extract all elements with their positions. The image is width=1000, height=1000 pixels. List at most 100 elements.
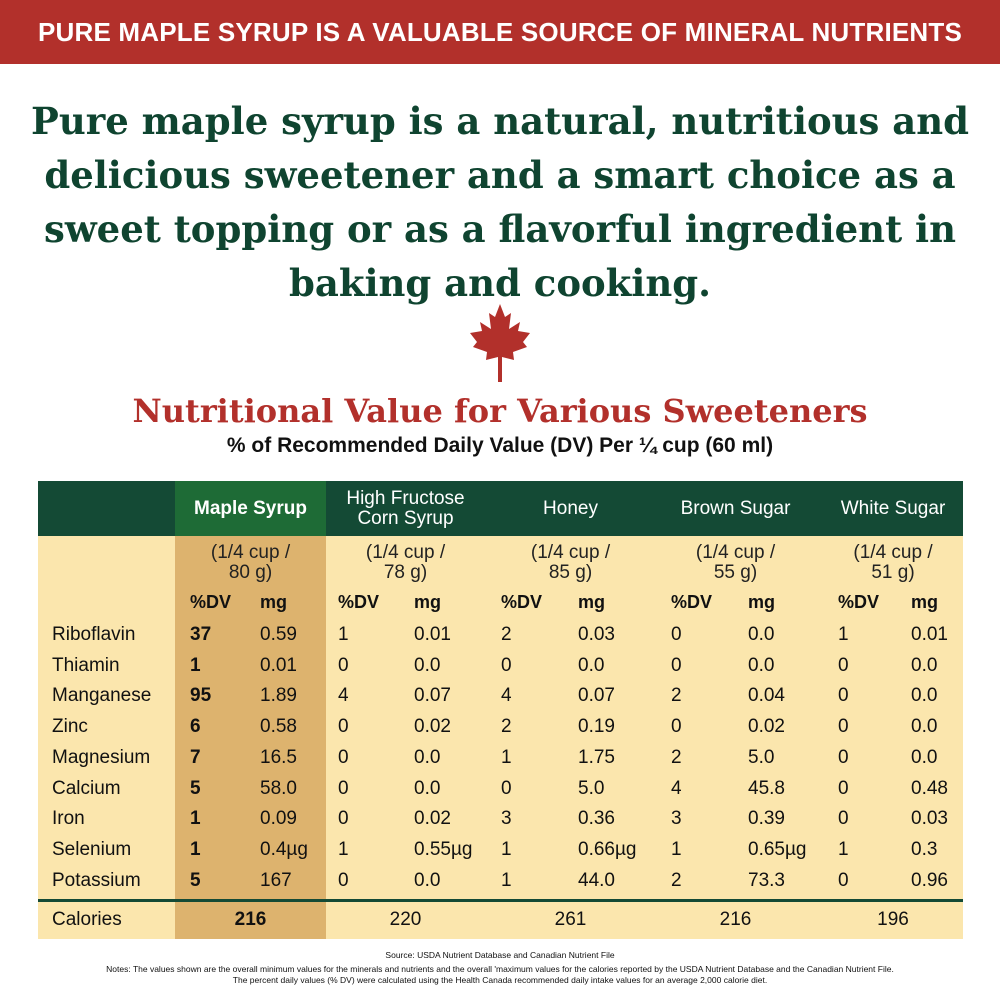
column-header-label: Honey — [543, 497, 598, 519]
cell-dv: 4 — [671, 778, 682, 799]
table-subtitle: % of Recommended Daily Value (DV) Per ¼ … — [226, 434, 774, 457]
cell-mg: 0.09 — [260, 808, 297, 829]
cell-dv: 0 — [838, 870, 849, 891]
nutrient-label: Iron — [52, 808, 85, 829]
serving-line: 55 g) — [713, 562, 758, 583]
nutrient-label: Magnesium — [52, 747, 151, 768]
column-header-label: Brown Sugar — [680, 497, 791, 519]
serving-size-maple: (1/4 cup / 80 g) — [175, 543, 326, 583]
cell-dv: 0 — [501, 655, 512, 676]
unit-mg-hfcs: mg — [414, 592, 441, 612]
cell-dv: 0 — [671, 716, 682, 737]
serving-size-honey: (1/4 cup / 85 g) — [493, 543, 648, 583]
nutrient-label: Calcium — [52, 778, 121, 799]
calories-maple: 216 — [234, 909, 267, 930]
cell-dv: 0 — [338, 870, 349, 891]
maple-column-highlight — [175, 481, 326, 939]
cell-dv: 1 — [338, 624, 349, 645]
cell-dv: 0 — [501, 778, 512, 799]
nutrient-label: Thiamin — [52, 655, 120, 676]
footnotes: Notes: The values shown are the overall … — [10, 964, 990, 986]
cell-mg: 0.0 — [414, 778, 441, 799]
serving-line: 78 g) — [383, 562, 428, 583]
nutrient-label: Riboflavin — [52, 624, 136, 645]
cell-dv: 0 — [838, 716, 849, 737]
cell-mg: 16.5 — [260, 747, 297, 768]
unit-mg-maple: mg — [260, 592, 287, 612]
unit-dv-honey: %DV — [501, 592, 543, 612]
cell-mg: 5.0 — [748, 747, 775, 768]
serving-line: (1/4 cup / — [853, 542, 933, 563]
column-header-label: High Fructose — [346, 487, 465, 509]
cell-dv: 0 — [338, 778, 349, 799]
cell-dv: 0 — [838, 808, 849, 829]
unit-mg-brown-sugar: mg — [748, 592, 775, 612]
cell-dv: 5 — [190, 778, 201, 799]
unit-mg-white-sugar: mg — [911, 592, 938, 612]
cell-dv: 2 — [671, 747, 682, 768]
cell-mg: 0.03 — [911, 808, 948, 829]
cell-mg: 58.0 — [260, 778, 297, 799]
serving-line: 51 g) — [871, 562, 915, 583]
cell-dv: 0 — [838, 655, 849, 676]
cell-dv: 0 — [671, 655, 682, 676]
cell-mg: 73.3 — [748, 870, 785, 891]
nutrient-label: Zinc — [52, 716, 88, 737]
nutrient-label: Manganese — [52, 685, 152, 706]
cell-mg: 0.07 — [414, 685, 451, 706]
cell-mg: 0.66µg — [578, 839, 637, 860]
column-header-label: Maple Syrup — [194, 497, 307, 519]
cell-mg: 0.0 — [414, 870, 441, 891]
cell-mg: 0.3 — [911, 839, 938, 860]
cell-mg: 0.0 — [911, 685, 938, 706]
serving-size-white-sugar: (1/4 cup / 51 g) — [823, 543, 963, 583]
cell-mg: 0.36 — [578, 808, 615, 829]
cell-mg: 0.0 — [911, 655, 938, 676]
nutrient-label: Selenium — [52, 839, 132, 860]
footnote-line: The percent daily values (% DV) were cal… — [232, 975, 768, 985]
cell-dv: 1 — [190, 808, 201, 829]
calories-divider — [38, 899, 963, 902]
calories-honey: 261 — [554, 909, 587, 930]
source-note: Source: USDA Nutrient Database and Canad… — [385, 950, 615, 960]
cell-dv: 6 — [190, 716, 201, 737]
cell-dv: 0 — [338, 655, 349, 676]
cell-dv: 0 — [671, 624, 682, 645]
cell-mg: 0.0 — [748, 624, 775, 645]
cell-mg: 44.0 — [578, 870, 615, 891]
unit-dv-maple: %DV — [190, 592, 232, 612]
cell-mg: 0.03 — [578, 624, 615, 645]
cell-dv: 3 — [671, 808, 682, 829]
calories-brown-sugar: 216 — [719, 909, 752, 930]
serving-line: (1/4 cup / — [530, 542, 611, 563]
top-banner: PURE MAPLE SYRUP IS A VALUABLE SOURCE OF… — [0, 0, 1000, 64]
cell-dv: 1 — [501, 839, 512, 860]
cell-mg: 0.02 — [414, 808, 451, 829]
serving-size-hfcs: (1/4 cup / 78 g) — [328, 543, 483, 583]
cell-dv: 1 — [501, 747, 512, 768]
cell-mg: 0.0 — [414, 747, 441, 768]
serving-line: 80 g) — [228, 562, 273, 583]
cell-dv: 4 — [338, 685, 349, 706]
nutrition-table: Maple Syrup High Fructose Corn Syrup Hon… — [38, 481, 963, 939]
cell-mg: 0.96 — [911, 870, 948, 891]
column-header-white-sugar: White Sugar — [823, 481, 963, 536]
column-header-hfcs: High Fructose Corn Syrup — [328, 481, 483, 536]
cell-dv: 1 — [190, 655, 201, 676]
cell-dv: 0 — [838, 778, 849, 799]
cell-mg: 0.04 — [748, 685, 785, 706]
cell-mg: 0.01 — [911, 624, 948, 645]
cell-dv: 0 — [838, 685, 849, 706]
cell-dv: 1 — [838, 839, 849, 860]
cell-dv: 2 — [501, 716, 512, 737]
cell-dv: 0 — [838, 747, 849, 768]
cell-mg: 1.89 — [260, 685, 297, 706]
cell-dv: 95 — [190, 685, 212, 706]
column-header-label: White Sugar — [840, 497, 946, 519]
maple-leaf-icon — [468, 302, 532, 382]
cell-mg: 45.8 — [748, 778, 785, 799]
cell-dv: 3 — [501, 808, 512, 829]
cell-dv: 4 — [501, 685, 512, 706]
serving-size-brown-sugar: (1/4 cup / 55 g) — [658, 543, 813, 583]
cell-mg: 0.02 — [414, 716, 451, 737]
